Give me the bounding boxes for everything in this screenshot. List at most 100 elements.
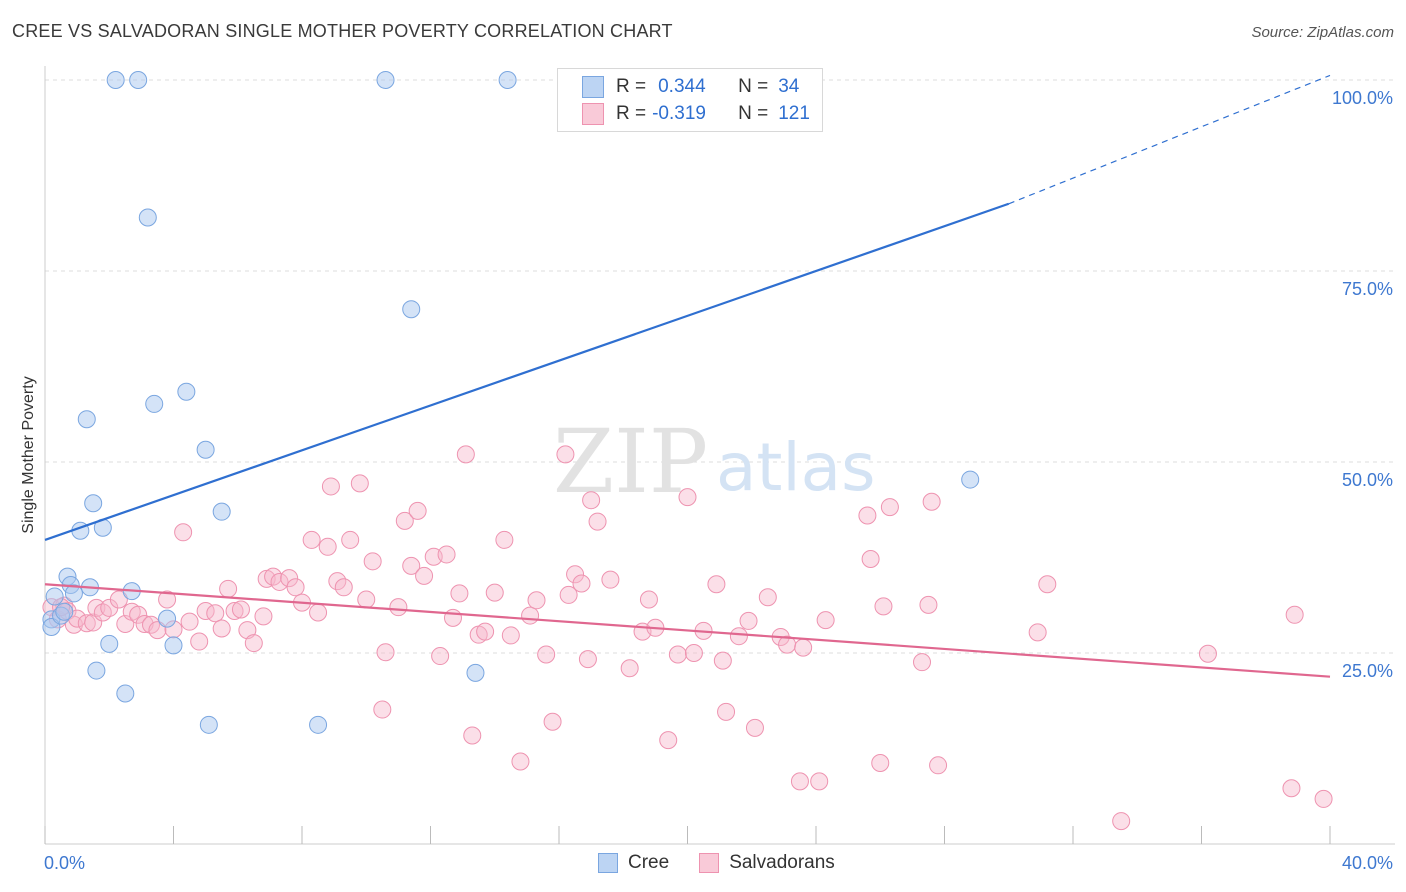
salvadorans-point xyxy=(363,552,382,571)
salvadorans-points xyxy=(42,445,1333,831)
cree-point xyxy=(84,494,103,513)
cree-point xyxy=(164,636,183,655)
salvadorans-legend-swatch xyxy=(699,853,720,873)
salvadorans-point xyxy=(87,598,106,617)
salvadorans-point xyxy=(456,445,475,464)
salvadorans-point xyxy=(794,638,813,657)
salvadorans-point xyxy=(790,772,809,791)
salvadorans-point xyxy=(566,565,585,584)
cree-point xyxy=(309,715,328,734)
salvadorans-point xyxy=(408,501,427,520)
salvadorans-point xyxy=(225,601,244,620)
salvadorans-point xyxy=(93,603,112,622)
cree-point xyxy=(961,470,980,489)
salvadorans-point xyxy=(717,702,736,721)
legend-label-cree: Cree xyxy=(628,852,670,873)
cree-trend-line xyxy=(44,202,1010,541)
salvadorans-point xyxy=(174,523,193,542)
salvadorans-point xyxy=(373,700,392,719)
salvadorans-point xyxy=(913,653,932,672)
salvadorans-point xyxy=(713,651,732,670)
salvadorans-point xyxy=(431,647,450,666)
watermark-zip: ZIP xyxy=(553,410,708,513)
n-value: 34 xyxy=(778,76,800,97)
salvadorans-point xyxy=(254,607,273,626)
salvadorans-point xyxy=(620,659,639,678)
y-tick-label: 25.0% xyxy=(1342,661,1393,681)
salvadorans-point xyxy=(758,588,777,607)
cree-point xyxy=(196,440,215,459)
x-tick-label: 40.0% xyxy=(1342,853,1393,873)
salvadorans-point xyxy=(1198,644,1217,663)
r-label: R = xyxy=(616,76,647,97)
cree-point xyxy=(87,661,106,680)
salvadorans-point xyxy=(501,626,520,645)
source-label: Source: ZipAtlas.com xyxy=(1251,24,1394,41)
axes xyxy=(44,66,1395,845)
salvadorans-point xyxy=(158,590,177,609)
n-label: N = xyxy=(738,103,769,124)
cree-point xyxy=(145,394,164,413)
y-axis-title: Single Mother Poverty xyxy=(20,376,37,533)
cree-point xyxy=(55,602,74,621)
salvadorans-point xyxy=(880,498,899,517)
cree-point xyxy=(158,609,177,628)
series-legend: Cree Salvadorans xyxy=(598,852,865,874)
salvadorans-point xyxy=(678,488,697,507)
cree-point xyxy=(212,502,231,521)
salvadorans-point xyxy=(129,605,148,624)
salvadorans-swatch xyxy=(582,103,604,125)
salvadorans-point xyxy=(350,474,369,493)
cree-point xyxy=(177,382,196,401)
salvadorans-point xyxy=(659,731,678,750)
y-tick-label: 50.0% xyxy=(1342,470,1393,490)
salvadorans-point xyxy=(1038,575,1057,594)
cree-points xyxy=(42,71,980,734)
salvadorans-point xyxy=(521,606,540,625)
salvadorans-point xyxy=(395,511,414,530)
salvadorans-point xyxy=(180,612,199,631)
salvadorans-point xyxy=(871,754,890,773)
cree-point xyxy=(106,71,125,89)
axis-labels: 25.0% 50.0% 75.0% 100.0% 0.0% 40.0% Single Mot… xyxy=(20,88,1393,873)
salvadorans-point xyxy=(341,530,360,549)
cree-point xyxy=(77,410,96,429)
salvadorans-point xyxy=(443,608,462,627)
stats-row-cree: R = 0.344 N = 34 xyxy=(582,75,799,99)
salvadorans-point xyxy=(463,726,482,745)
salvadorans-point xyxy=(861,550,880,569)
salvadorans-point xyxy=(321,477,340,496)
salvadorans-point xyxy=(559,585,578,604)
legend-item-cree[interactable]: Cree xyxy=(598,852,669,874)
watermark: ZIP atlas xyxy=(553,410,876,513)
salvadorans-point xyxy=(527,591,546,610)
n-label: N = xyxy=(738,76,769,97)
salvadorans-point xyxy=(357,590,376,609)
legend-label-salvadorans: Salvadorans xyxy=(729,852,835,873)
salvadorans-point xyxy=(286,578,305,597)
cree-point xyxy=(64,584,83,603)
salvadorans-point xyxy=(190,632,209,651)
salvadorans-point xyxy=(874,597,893,616)
salvadorans-point xyxy=(578,650,597,669)
salvadorans-point xyxy=(376,643,395,662)
salvadorans-point xyxy=(270,572,289,591)
trend-lines xyxy=(44,74,1331,678)
salvadorans-point xyxy=(582,491,601,510)
legend-item-salvadorans[interactable]: Salvadorans xyxy=(699,852,835,874)
r-value: 0.344 xyxy=(658,76,706,97)
salvadorans-point xyxy=(537,645,556,664)
salvadorans-point xyxy=(148,621,167,640)
salvadorans-point xyxy=(1285,605,1304,624)
salvadorans-point xyxy=(206,604,225,623)
stats-row-salvadorans: R = -0.319 N = 121 xyxy=(582,102,810,126)
cree-point xyxy=(138,208,157,227)
salvadorans-point xyxy=(511,752,530,771)
r-value: -0.319 xyxy=(652,103,706,124)
salvadorans-point xyxy=(219,579,238,598)
y-tick-label: 100.0% xyxy=(1332,88,1393,108)
salvadorans-point xyxy=(77,614,96,633)
cree-point xyxy=(116,684,135,703)
salvadorans-point xyxy=(318,537,337,556)
